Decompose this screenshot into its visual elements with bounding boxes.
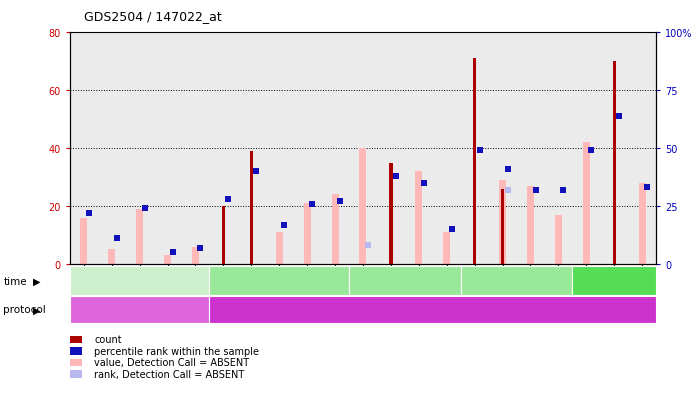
Bar <box>501 189 504 264</box>
Bar <box>192 247 199 264</box>
Bar <box>415 172 422 264</box>
Bar <box>499 180 506 264</box>
Bar <box>544 33 572 264</box>
Bar <box>80 218 87 264</box>
Bar <box>517 33 544 264</box>
Text: control: control <box>121 276 158 286</box>
Bar <box>164 256 171 264</box>
Bar <box>527 186 534 264</box>
Bar <box>237 33 265 264</box>
Bar <box>265 33 293 264</box>
Text: value, Detection Call = ABSENT: value, Detection Call = ABSENT <box>94 358 249 368</box>
Text: 3 h: 3 h <box>396 276 413 286</box>
Bar <box>405 33 433 264</box>
Bar <box>433 33 461 264</box>
Text: GDS2504 / 147022_at: GDS2504 / 147022_at <box>84 10 221 23</box>
Text: 6 h: 6 h <box>508 276 525 286</box>
Bar <box>126 33 154 264</box>
Text: mated: mated <box>416 304 450 315</box>
Bar <box>136 209 143 264</box>
Bar <box>276 233 283 264</box>
Bar <box>209 33 237 264</box>
Bar <box>321 33 349 264</box>
Bar <box>222 206 225 264</box>
Bar <box>473 59 476 264</box>
Bar <box>613 62 616 264</box>
Bar <box>628 33 656 264</box>
Bar <box>555 215 562 264</box>
Text: 0 h: 0 h <box>271 276 288 286</box>
Text: 24 h: 24 h <box>602 276 626 286</box>
Bar <box>489 33 517 264</box>
Text: protocol: protocol <box>3 304 46 315</box>
Bar <box>293 33 321 264</box>
Bar <box>70 33 98 264</box>
Bar <box>332 195 339 264</box>
Bar <box>572 33 600 264</box>
Text: unmated: unmated <box>116 304 163 315</box>
Text: count: count <box>94 335 122 344</box>
Bar <box>583 143 590 264</box>
Text: rank, Detection Call = ABSENT: rank, Detection Call = ABSENT <box>94 369 244 379</box>
Text: percentile rank within the sample: percentile rank within the sample <box>94 346 259 356</box>
Bar <box>250 152 253 264</box>
Bar <box>349 33 377 264</box>
Bar <box>443 233 450 264</box>
Bar <box>600 33 628 264</box>
Bar <box>181 33 209 264</box>
Bar <box>639 183 646 264</box>
Bar <box>461 33 489 264</box>
Bar <box>377 33 405 264</box>
Text: ▶: ▶ <box>33 304 40 315</box>
Bar <box>304 204 311 264</box>
Bar <box>359 149 366 264</box>
Bar <box>389 163 392 264</box>
Bar <box>154 33 181 264</box>
Text: ▶: ▶ <box>33 276 40 286</box>
Bar <box>98 33 126 264</box>
Text: time: time <box>3 276 27 286</box>
Bar <box>108 250 115 264</box>
